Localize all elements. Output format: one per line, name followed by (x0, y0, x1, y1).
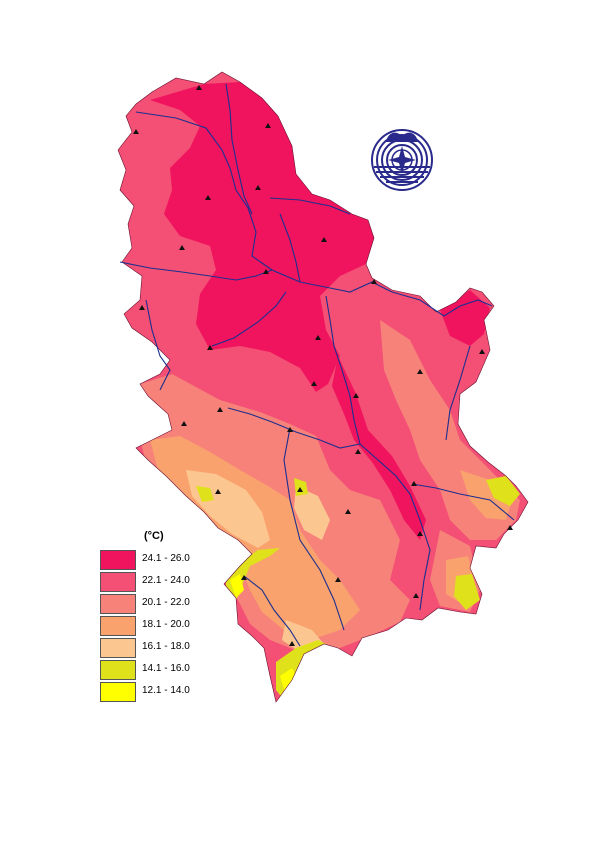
legend-label: 12.1 - 14.0 (142, 685, 190, 696)
river-begej (269, 197, 351, 215)
zone-24-26 (150, 82, 374, 392)
compass-rose-logo-icon (371, 129, 433, 191)
triangle-station-icon (321, 237, 327, 242)
triangle-station-icon (507, 525, 513, 530)
river-danube (135, 111, 493, 317)
triangle-station-icon (335, 577, 341, 582)
legend-title: (°C) (144, 530, 164, 542)
legend-swatch (100, 616, 136, 636)
legend-item: 14.1 - 16.0 (100, 660, 240, 680)
zone-14-16-east (486, 476, 520, 506)
logo (368, 126, 436, 196)
triangle-station-icon (411, 481, 417, 486)
triangle-station-icon (265, 123, 271, 128)
stations (133, 85, 513, 646)
legend-swatch (100, 638, 136, 658)
zone-14-16-southeast (454, 574, 480, 610)
triangle-station-icon (217, 407, 223, 412)
legend-item: 18.1 - 20.0 (100, 616, 240, 636)
legend-label: 16.1 - 18.0 (142, 641, 190, 652)
triangle-station-icon (297, 487, 303, 492)
river-south-west (243, 575, 301, 647)
zone-16-18-center (294, 486, 330, 540)
river-ibar (283, 427, 345, 631)
river-south-morava (359, 443, 431, 611)
legend-item: 22.1 - 24.0 (100, 572, 240, 592)
triangle-station-icon (205, 195, 211, 200)
rivers (119, 83, 515, 647)
legend-item: 12.1 - 14.0 (100, 682, 240, 702)
legend-label: 18.1 - 20.0 (142, 619, 190, 630)
triangle-station-icon (181, 421, 187, 426)
triangle-station-icon (345, 509, 351, 514)
legend-item: 20.1 - 22.0 (100, 594, 240, 614)
zone-12-14 (230, 574, 244, 598)
triangle-station-icon (263, 269, 269, 274)
legend-swatch (100, 550, 136, 570)
triangle-station-icon (241, 575, 247, 580)
triangle-station-icon (215, 489, 221, 494)
river-drina (145, 299, 171, 391)
legend-item: 16.1 - 18.0 (100, 638, 240, 658)
river-tisza (225, 83, 253, 215)
triangle-station-icon (179, 245, 185, 250)
legend-swatch (100, 572, 136, 592)
triangle-station-icon (207, 345, 213, 350)
triangle-station-icon (139, 305, 145, 310)
triangle-station-icon (479, 349, 485, 354)
zone-12-14-south (280, 668, 298, 696)
triangle-station-icon (413, 593, 419, 598)
triangle-station-icon (315, 335, 321, 340)
triangle-station-icon (255, 185, 261, 190)
triangle-station-icon (417, 531, 423, 536)
triangle-station-icon (417, 369, 423, 374)
triangle-station-icon (196, 85, 202, 90)
river-timok (445, 345, 471, 441)
river-great-morava (325, 295, 361, 445)
legend-swatch (100, 660, 136, 680)
legend-swatch (100, 594, 136, 614)
river-nisava (411, 483, 515, 521)
river-tamis (279, 213, 301, 283)
legend-label: 14.1 - 16.0 (142, 663, 190, 674)
triangle-station-icon (355, 449, 361, 454)
triangle-station-icon (311, 381, 317, 386)
river-west-morava (227, 407, 361, 449)
triangle-station-icon (353, 393, 359, 398)
zone-14-16-patch (196, 486, 214, 502)
zone-24-26-valley (332, 356, 426, 540)
legend-item: 24.1 - 26.0 (100, 550, 240, 570)
legend-swatch (100, 682, 136, 702)
triangle-station-icon (371, 279, 377, 284)
triangle-station-icon (287, 427, 293, 432)
river-sava (119, 261, 273, 281)
legend-label: 22.1 - 24.0 (142, 575, 190, 586)
triangle-station-icon (289, 641, 295, 646)
river-kolubara (211, 291, 287, 347)
legend-label: 24.1 - 26.0 (142, 553, 190, 564)
triangle-station-icon (133, 129, 139, 134)
temperature-zones (140, 82, 520, 700)
legend-label: 20.1 - 22.0 (142, 597, 190, 608)
